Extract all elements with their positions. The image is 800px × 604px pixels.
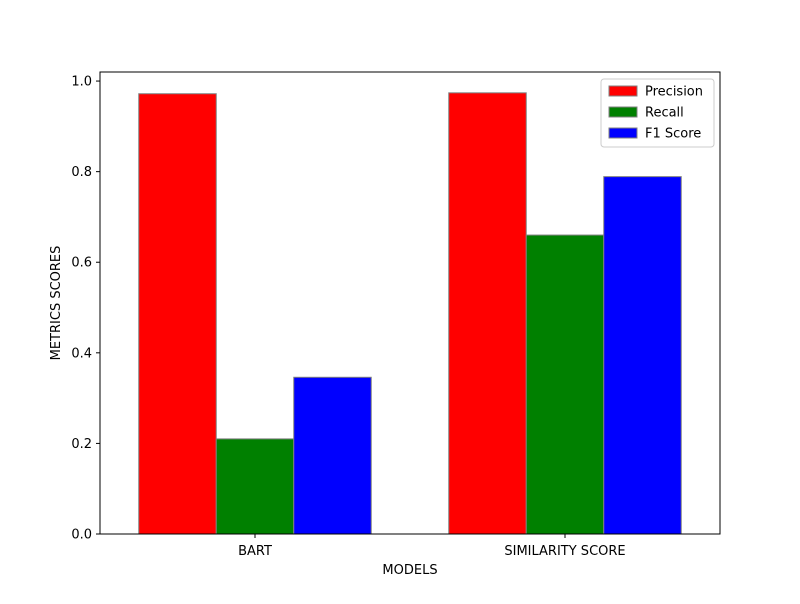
bar-recall-0 <box>215 438 295 535</box>
bar-precision-0 <box>138 93 217 535</box>
legend: Precision Recall F1 Score <box>600 78 715 148</box>
bar-f1-score-0 <box>293 376 372 535</box>
plot-frame <box>99 71 721 535</box>
legend-label-recall: Recall <box>645 106 684 121</box>
y-axis: 0.0 0.2 0.4 0.6 0.8 1.0 <box>71 75 100 543</box>
legend-label-f1-score: F1 Score <box>645 127 701 142</box>
x-tick-label: SIMILARITY SCORE <box>504 544 625 559</box>
legend-swatch-f1-score <box>608 127 638 139</box>
y-tick-label: 0.2 <box>71 437 92 452</box>
legend-swatch-recall <box>608 106 638 118</box>
legend-label-precision: Precision <box>645 85 703 100</box>
y-tick-label: 0.4 <box>71 346 92 361</box>
bars-layer <box>138 92 682 535</box>
legend-swatch-precision <box>608 85 638 97</box>
bar-recall-1 <box>525 234 605 535</box>
bar-precision-1 <box>448 92 527 535</box>
x-axis: BART SIMILARITY SCORE <box>238 534 626 559</box>
y-tick-label: 0.0 <box>71 528 92 543</box>
x-axis-label: MODELS <box>382 563 437 578</box>
bar-f1-score-1 <box>603 176 682 535</box>
y-tick-label: 1.0 <box>71 75 92 90</box>
y-tick-label: 0.8 <box>71 165 92 180</box>
x-tick-label: BART <box>238 544 272 559</box>
y-tick-label: 0.6 <box>71 256 92 271</box>
y-axis-label: METRICS SCORES <box>49 246 64 361</box>
